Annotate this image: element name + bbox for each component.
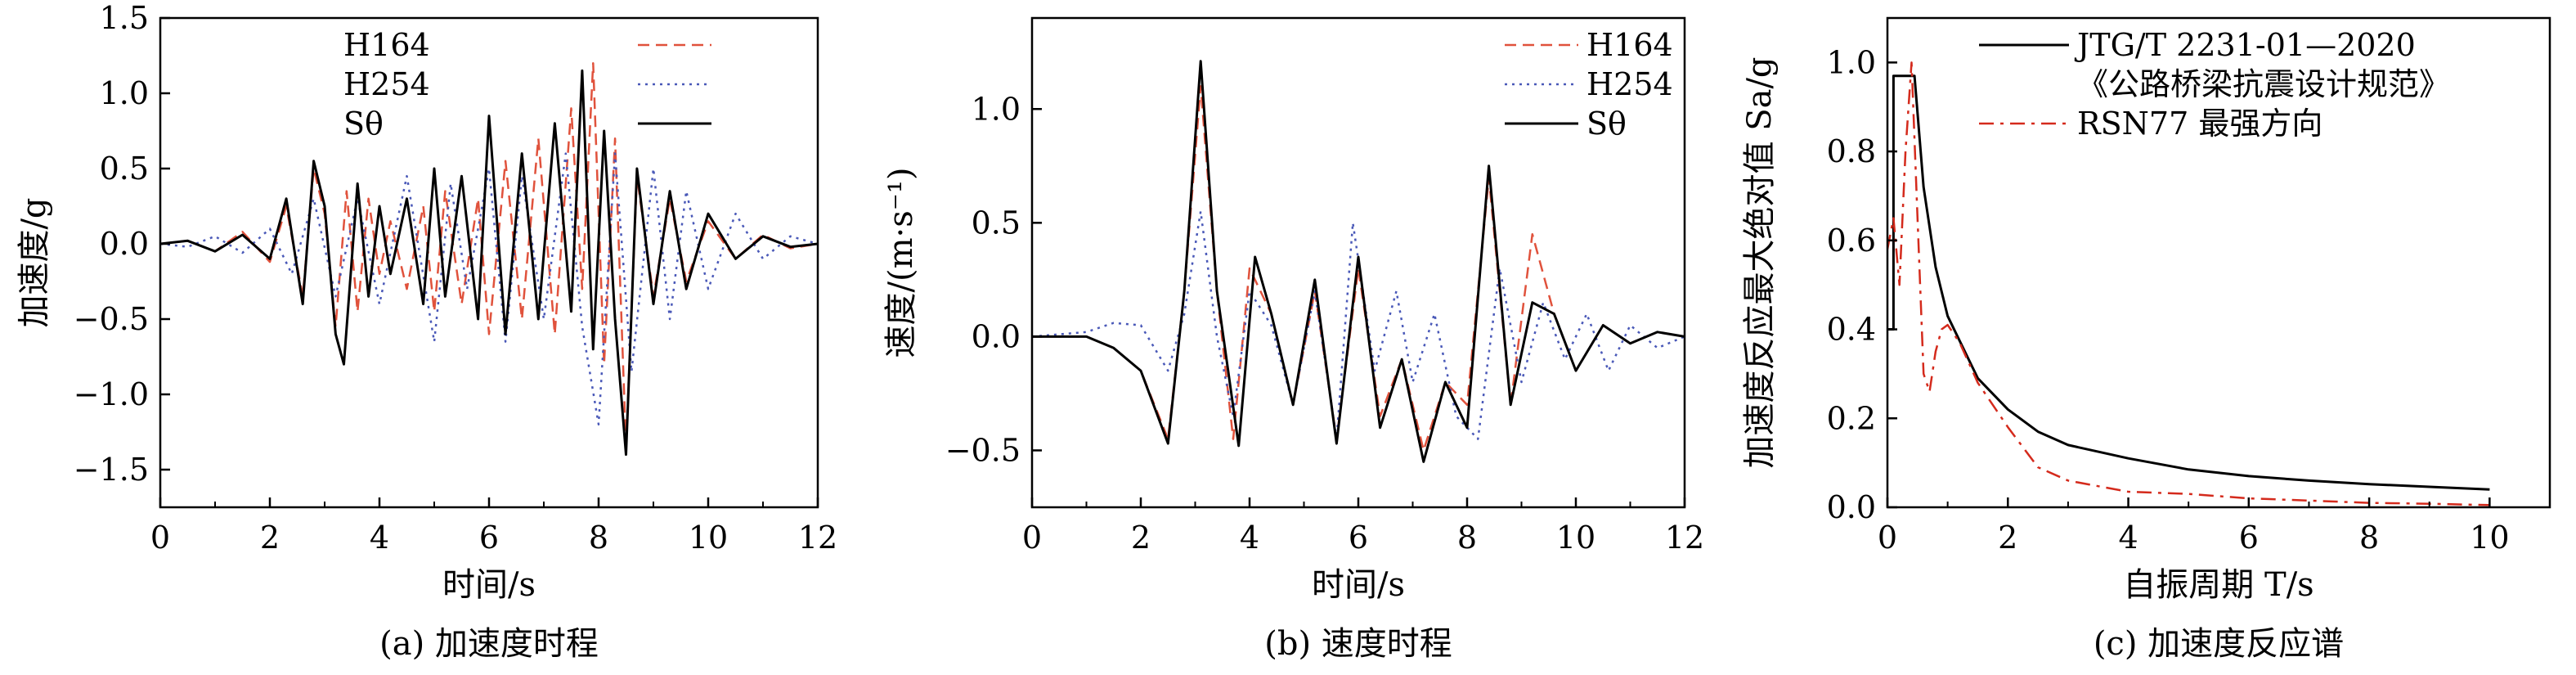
x-tick-label: 0 [1022, 520, 1042, 556]
chart-panel-3: 0 2 4 6 8 10 0.0 0.2 0.4 0.6 0.8 1.0 自振周期 T/s 加速度反应最大… [1741, 16, 2551, 663]
y-axis-title: 加速度反应最大绝对值 Sa/g [1741, 56, 1779, 468]
x-tick-label: 6 [479, 520, 499, 556]
y-tick-label: 0.5 [100, 151, 149, 187]
x-tick-label: 6 [2239, 520, 2259, 556]
series-line-3 [160, 69, 818, 457]
x-tick-label: 0 [150, 520, 170, 556]
legend-label-1: JTG/T 2231-01—2020 [2074, 27, 2416, 63]
series-line-2 [1032, 210, 1685, 440]
x-tick-label: 0 [1878, 520, 1897, 556]
x-tick-label: 6 [1349, 520, 1368, 556]
x-tick-label: 2 [1998, 520, 2017, 556]
x-tick-label: 4 [1240, 520, 1259, 556]
panel-caption: (b) 速度时程 [1264, 625, 1452, 663]
y-tick-label: 0.4 [1827, 312, 1876, 348]
legend-label-2: RSN77 最强方向 [2077, 106, 2322, 142]
legend-label-2: H254 [1586, 66, 1673, 102]
y-tick-label: −0.5 [74, 301, 149, 337]
x-tick-label: 10 [2470, 520, 2509, 556]
x-tick-label: 2 [1131, 520, 1151, 556]
plot-frame [1886, 16, 2551, 509]
legend-label-1: H164 [343, 27, 430, 63]
y-axis-title: 速度/(m·s⁻¹) [882, 167, 920, 358]
y-tick-label: −1.0 [74, 376, 149, 412]
legend-label-line2: 《公路桥梁抗震设计规范》 [2077, 66, 2450, 102]
x-tick-label: 4 [370, 520, 389, 556]
panel-caption: (c) 加速度反应谱 [2094, 625, 2344, 663]
panel-caption: (a) 加速度时程 [379, 625, 599, 663]
series-line-3 [1032, 60, 1685, 463]
x-tick-label: 2 [260, 520, 280, 556]
x-axis-title: 时间/s [1312, 566, 1405, 604]
y-tick-label: 1.0 [1827, 44, 1876, 80]
chart-panel-1: 0 2 4 6 8 10 12 −1.5 −1.0 −0.5 0.0 0.5 1.0 1.5 时间/s 加速度… [16, 0, 837, 663]
x-tick-label: 8 [2359, 520, 2379, 556]
y-tick-label: −1.5 [74, 452, 149, 488]
x-tick-label: 8 [1457, 520, 1477, 556]
y-tick-label: 1.0 [972, 91, 1021, 127]
x-tick-label: 8 [589, 520, 608, 556]
y-tick-label: 0.5 [972, 205, 1021, 241]
x-tick-label: 12 [1665, 520, 1704, 556]
y-tick-label: 0.0 [972, 318, 1021, 354]
y-tick-label: 0.0 [1827, 489, 1876, 525]
chart-panel-2: 0 2 4 6 8 10 12 −0.5 0.0 0.5 1.0 时间/s 速度/(m·s⁻¹) (b) … [882, 16, 1704, 663]
y-tick-label: 0.2 [1827, 400, 1876, 436]
series-line-1 [1887, 74, 2490, 491]
legend-label-1: H164 [1586, 27, 1673, 63]
plot-frame [159, 16, 819, 509]
x-tick-label: 10 [1556, 520, 1595, 556]
x-tick-label: 4 [2118, 520, 2138, 556]
legend-label-2: H254 [343, 66, 430, 102]
y-tick-label: 1.0 [100, 75, 149, 111]
legend-label-3: Sθ [343, 106, 384, 142]
y-tick-label: −0.5 [945, 432, 1021, 468]
y-tick-label: 1.5 [100, 0, 149, 36]
series-line-2 [160, 152, 818, 426]
legend-label-3: Sθ [1586, 106, 1627, 142]
x-axis-title: 时间/s [442, 566, 536, 604]
series-line-2 [1887, 61, 2490, 506]
y-tick-label: 0.0 [100, 226, 149, 262]
y-axis-title: 加速度/g [16, 197, 53, 327]
x-tick-label: 10 [689, 520, 728, 556]
y-tick-label: 0.6 [1827, 223, 1876, 259]
y-tick-label: 0.8 [1827, 133, 1876, 169]
x-axis-title: 自振周期 T/s [2123, 566, 2313, 604]
x-tick-label: 12 [798, 520, 837, 556]
